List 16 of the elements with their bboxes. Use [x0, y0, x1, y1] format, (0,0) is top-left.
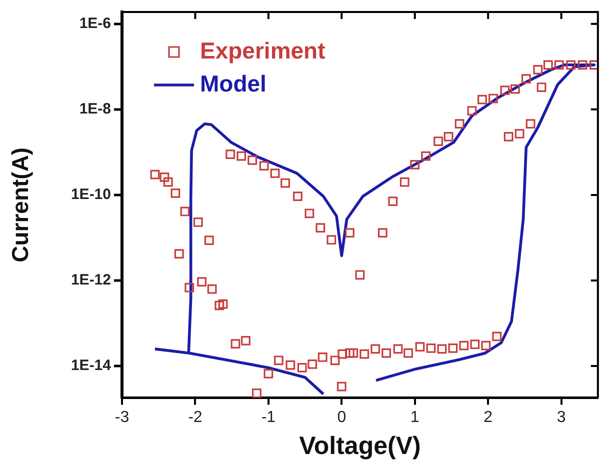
- x-tick-label: -2: [188, 408, 202, 426]
- x-tick-label: 1: [410, 408, 420, 426]
- x-tick-label: 2: [484, 408, 493, 426]
- y-tick-label: 1E-12: [70, 272, 111, 289]
- legend-label: Model: [200, 70, 266, 96]
- y-tick-label: 1E-10: [70, 186, 111, 204]
- legend-label: Experiment: [200, 37, 326, 64]
- y-tick-label: 1E-8: [79, 100, 111, 118]
- y-tick-label: 1E-6: [79, 15, 111, 32]
- y-axis-title: Current(A): [7, 147, 34, 262]
- x-tick-label: 0: [337, 408, 346, 426]
- x-tick-label: 3: [556, 408, 566, 426]
- x-axis-title: Voltage(V): [299, 432, 421, 460]
- x-tick-label: -1: [261, 408, 276, 426]
- y-tick-label: 1E-14: [70, 357, 112, 374]
- x-tick-label: -3: [114, 408, 130, 426]
